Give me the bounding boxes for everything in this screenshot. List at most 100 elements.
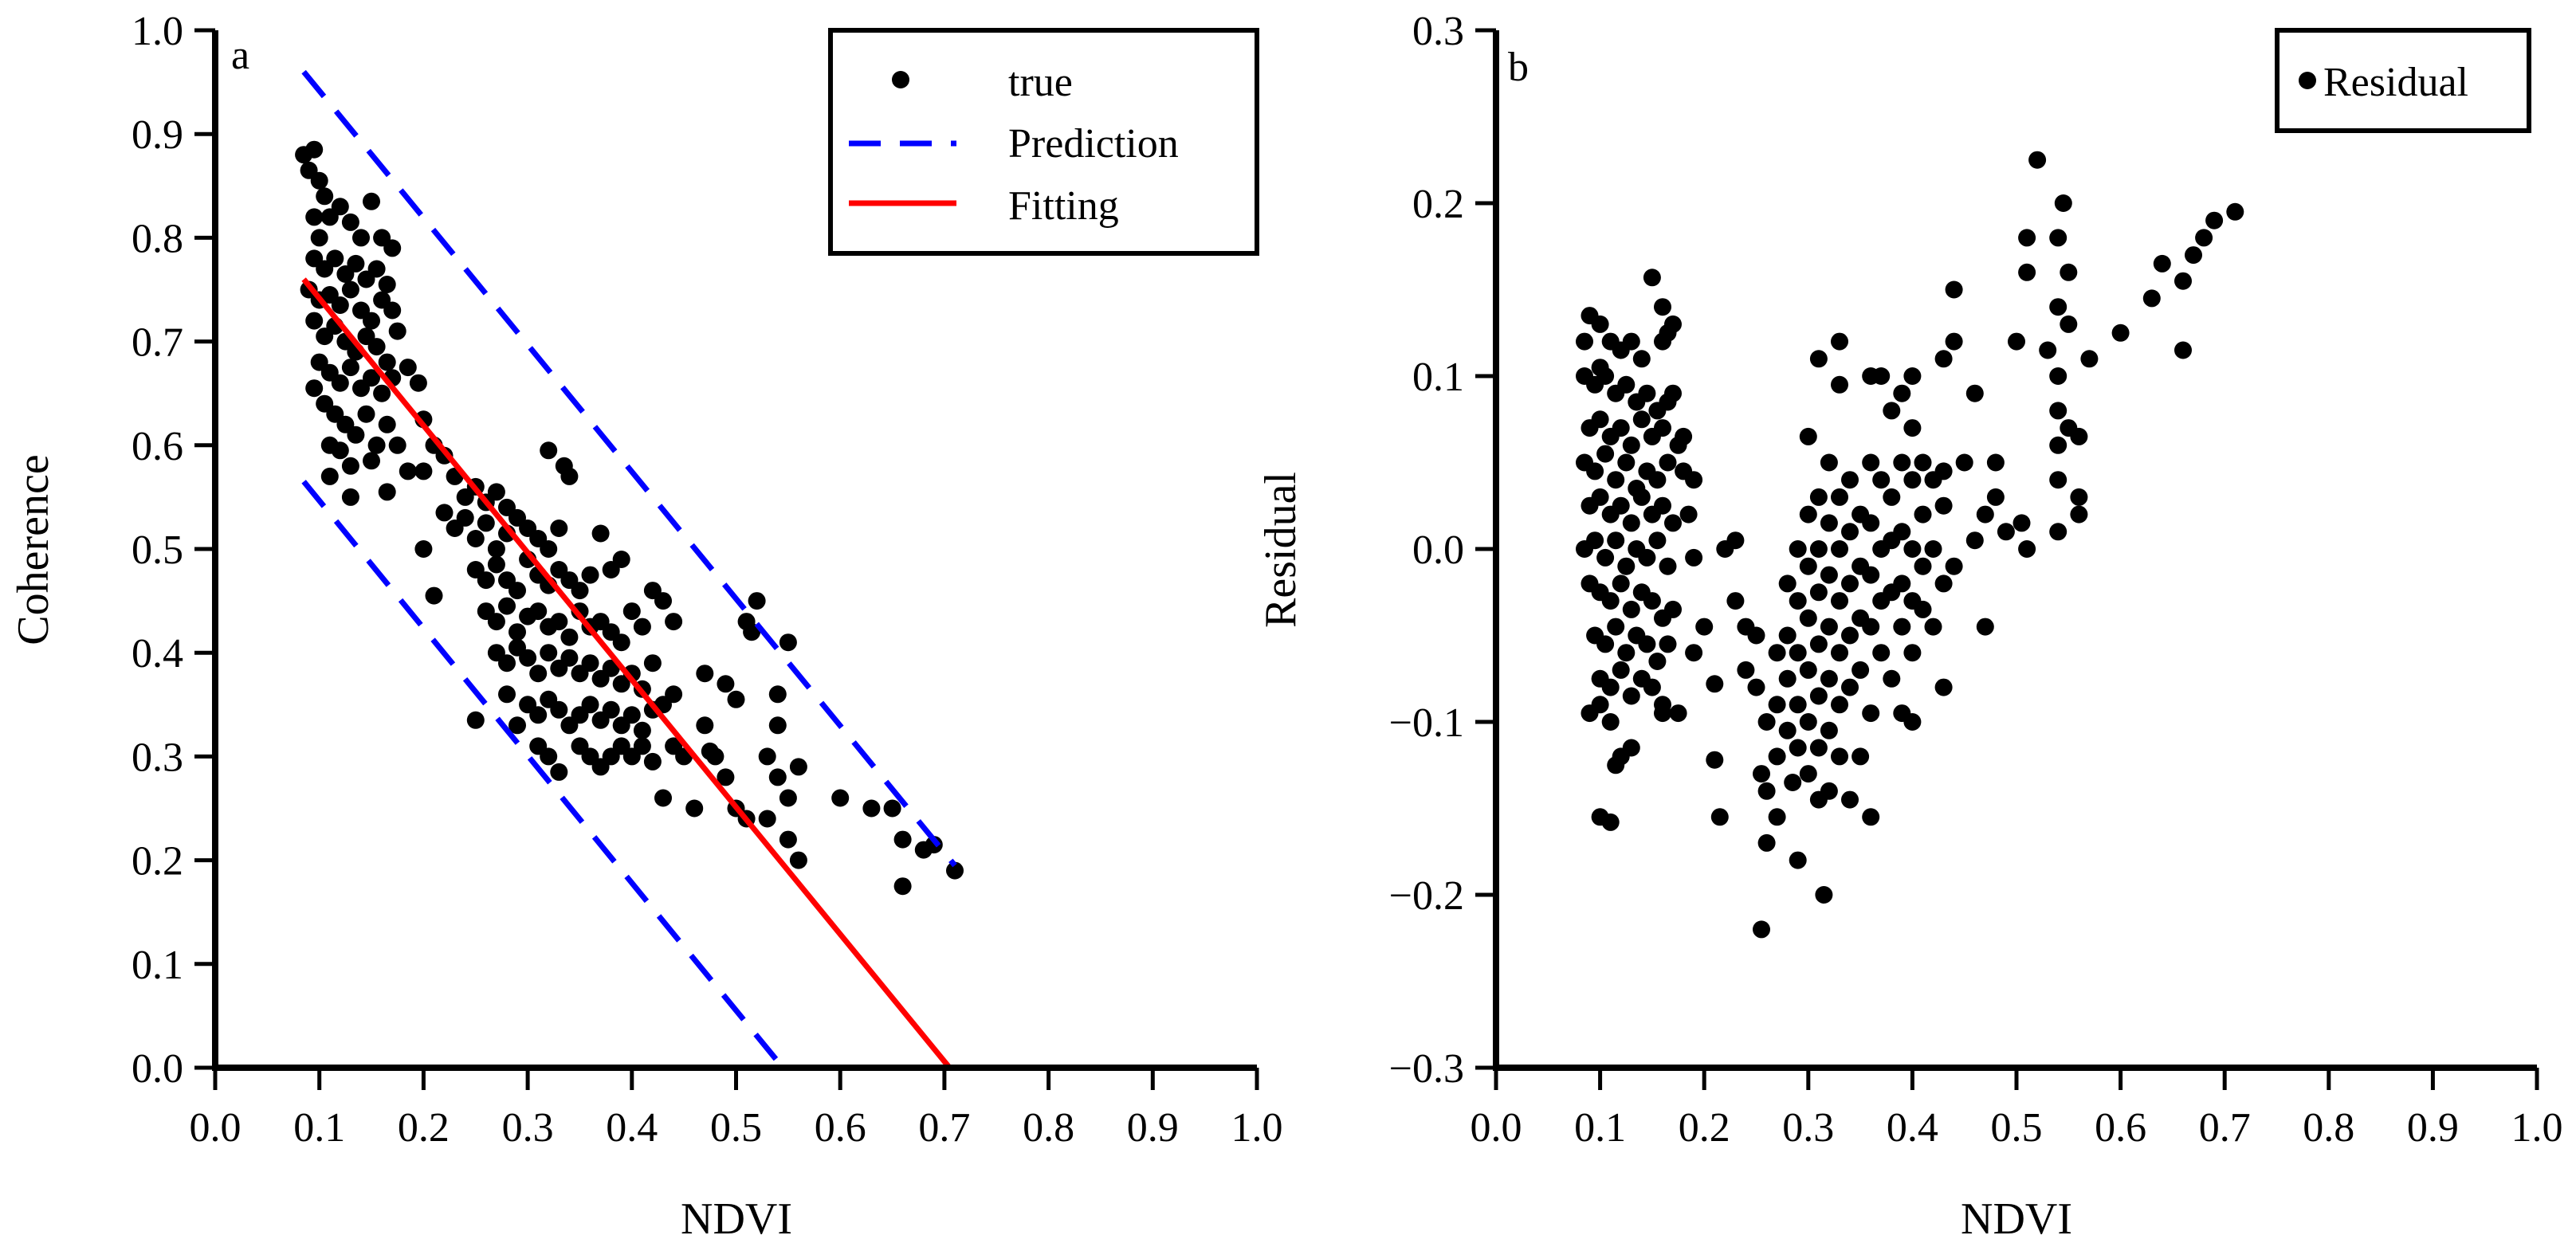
panel-b-residual-point — [1809, 635, 1828, 653]
panel-b-residual-point — [1617, 453, 1636, 472]
panel-a-true-point — [612, 633, 630, 652]
panel-a-true-point — [331, 441, 349, 460]
panel-a-true-point — [768, 768, 787, 786]
panel-b-residual-point — [2039, 341, 2057, 359]
panel-b-x-tick-label: 0.8 — [2303, 1105, 2354, 1151]
panel-b-residual-point — [1622, 514, 1640, 532]
panel-b-residual-point — [1934, 462, 1953, 480]
panel-b-residual-point — [1643, 269, 1661, 287]
panel-b-residual-point — [1934, 350, 1953, 368]
panel-a-true-point — [316, 187, 334, 206]
panel-a-true-point — [498, 685, 516, 704]
panel-a-y-axis-title: Coherence — [9, 454, 58, 645]
panel-b-residual-point — [1955, 453, 1973, 472]
panel-b-residual-point — [1607, 531, 1625, 550]
panel-a-true-point — [789, 851, 807, 869]
panel-b-residual-point — [1612, 574, 1630, 593]
panel-b-residual-point — [1903, 644, 1922, 662]
panel-a-true-point — [367, 260, 386, 278]
panel-b-residual-point — [1903, 471, 1922, 489]
panel-a-true-point — [435, 504, 454, 522]
panel-a-true-point — [509, 582, 526, 600]
panel-a-y-tick-label: 0.8 — [132, 216, 183, 261]
panel-b-y-tick-label: −0.1 — [1389, 700, 1464, 746]
panel-a-true-point — [591, 524, 610, 543]
panel-a-true-point — [456, 508, 474, 527]
panel-a-true-point — [310, 171, 328, 190]
panel-a-true-point — [560, 628, 579, 646]
panel-b-residual-point — [1914, 453, 1932, 472]
panel-b-residual-point — [1586, 462, 1604, 480]
panel-a-true-point — [363, 312, 380, 330]
panel-a-true-point — [831, 789, 850, 807]
panel-b-x-tick-label: 0.1 — [1574, 1105, 1626, 1151]
panel-a-true-point — [654, 789, 672, 807]
panel-a-true-point — [305, 140, 324, 159]
panel-b-residual-point — [1695, 618, 1714, 636]
panel-a-true-point — [685, 799, 704, 818]
panel-b-residual-point — [1654, 298, 1671, 316]
panel-b-residual-point — [1601, 678, 1620, 696]
panel-a-x-tick-label: 0.8 — [1023, 1105, 1074, 1151]
panel-b-residual-point — [1757, 833, 1776, 852]
panel-a-true-point — [560, 649, 579, 667]
panel-b-residual-point — [1768, 747, 1786, 766]
panel-b-residual-point — [1862, 704, 1880, 723]
panel-a-true-point — [363, 369, 380, 387]
panel-b-residual-point — [1945, 557, 1963, 575]
panel-a-true-point — [383, 239, 402, 257]
panel-b-residual-point — [1934, 678, 1953, 696]
panel-a-true-point — [466, 711, 485, 729]
panel-a-true-point — [519, 649, 537, 667]
panel-b-residual-point — [2070, 427, 2088, 445]
panel-b-residual-point — [1903, 713, 1922, 731]
panel-b-label: b — [1508, 45, 1529, 90]
panel-a-x-tick-label: 0.6 — [815, 1105, 866, 1151]
panel-b-residual-point — [1654, 496, 1671, 515]
panel-a-true-point — [779, 789, 797, 807]
panel-a-y-tick-label: 0.9 — [132, 112, 183, 158]
panel-b-residual-point — [1778, 626, 1797, 645]
panel-b-residual-point — [2049, 471, 2067, 489]
panel-b-residual-point — [1601, 813, 1620, 831]
panel-b-residual-point — [1893, 523, 1911, 541]
panel-b-residual-point — [1872, 644, 1891, 662]
panel-a-legend: true Prediction Fitting — [828, 28, 1259, 256]
panel-a-prediction-line-2 — [301, 480, 786, 1070]
panel-b-residual-point — [1799, 713, 1817, 731]
panel-b-residual-point — [1831, 332, 1848, 351]
panel-a-true-point — [768, 685, 787, 704]
panel-a-y-tick-label: 0.2 — [132, 839, 183, 884]
panel-b-residual-point — [1607, 618, 1625, 636]
panel-b-residual-point — [2049, 367, 2067, 385]
panel-b-residual-point — [1576, 332, 1593, 351]
panel-b-residual-point — [1841, 626, 1859, 645]
panel-b-residual-point — [2174, 272, 2192, 290]
panel-b-residual-point — [1820, 669, 1838, 688]
panel-b-residual-point — [1965, 384, 1984, 402]
panel-a-true-point — [487, 483, 505, 501]
panel-b-residual-point — [1789, 739, 1807, 757]
panel-b-residual-point — [1914, 505, 1932, 524]
panel-b-residual-point — [1601, 713, 1620, 731]
panel-b-x-tick-label: 1.0 — [2511, 1105, 2563, 1151]
panel-a-true-point — [367, 338, 386, 356]
panel-a-true-point — [425, 586, 443, 605]
panel-a-x-axis-title: NDVI — [681, 1194, 792, 1244]
panel-b-residual-point — [2049, 436, 2067, 454]
panel-b-residual-point — [1596, 548, 1615, 567]
panel-b-residual-point — [1883, 402, 1901, 420]
panel-b-residual-point — [2153, 254, 2171, 273]
panel-a-true-point — [378, 483, 396, 501]
panel-b-residual-point — [2070, 505, 2088, 524]
panel-b-residual-point — [1638, 548, 1656, 567]
panel-b-residual-point — [1841, 790, 1859, 809]
panel-a-true-point — [612, 551, 630, 568]
panel-b-residual-point — [1883, 488, 1901, 506]
panel-b-residual-point — [1831, 592, 1848, 610]
panel-a-true-point — [363, 192, 380, 210]
panel-a-true-point — [883, 799, 901, 818]
panel-a-true-point — [779, 633, 797, 652]
panel-b-residual-point — [1809, 350, 1828, 368]
panel-b-axes: 0.0 0.1 0.2 0.3 0.4 0.5 0.6 0.7 0.8 0.9 1.0 −0.3 −0.… — [1389, 9, 2563, 1151]
